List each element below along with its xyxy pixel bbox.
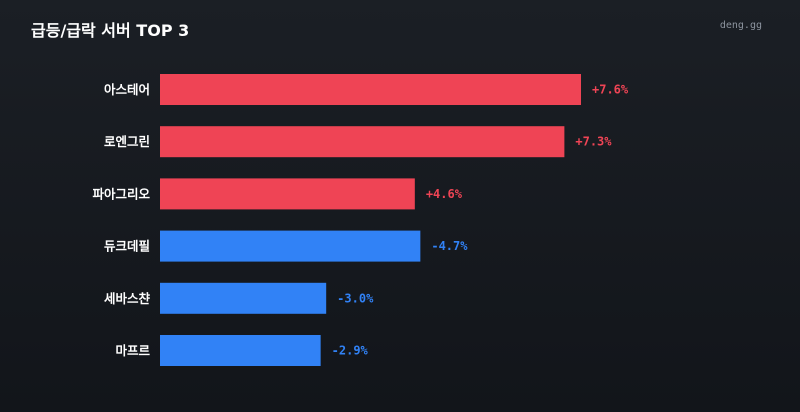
value-label: +7.3% (575, 135, 612, 149)
category-label: 듀크데필 (104, 239, 150, 254)
value-label: +7.6% (592, 83, 629, 97)
category-label: 아스테어 (104, 82, 150, 97)
category-label: 세바스챤 (104, 291, 151, 306)
category-label: 마프르 (115, 343, 150, 358)
value-label: -2.9% (332, 344, 369, 358)
value-label: +4.6% (426, 187, 463, 201)
bar (160, 335, 321, 366)
bar (160, 230, 421, 262)
category-label: 파아그리오 (92, 186, 150, 201)
chart-title: 급등/급락 서버 TOP 3 (31, 21, 190, 40)
category-label: 로엔그린 (104, 134, 150, 149)
value-label: -3.0% (337, 291, 374, 305)
bar (160, 282, 327, 314)
bar (160, 178, 415, 210)
bar (160, 74, 581, 105)
brand-label: deng.gg (719, 20, 762, 31)
value-label: -4.7% (431, 239, 468, 253)
bar (160, 126, 565, 158)
